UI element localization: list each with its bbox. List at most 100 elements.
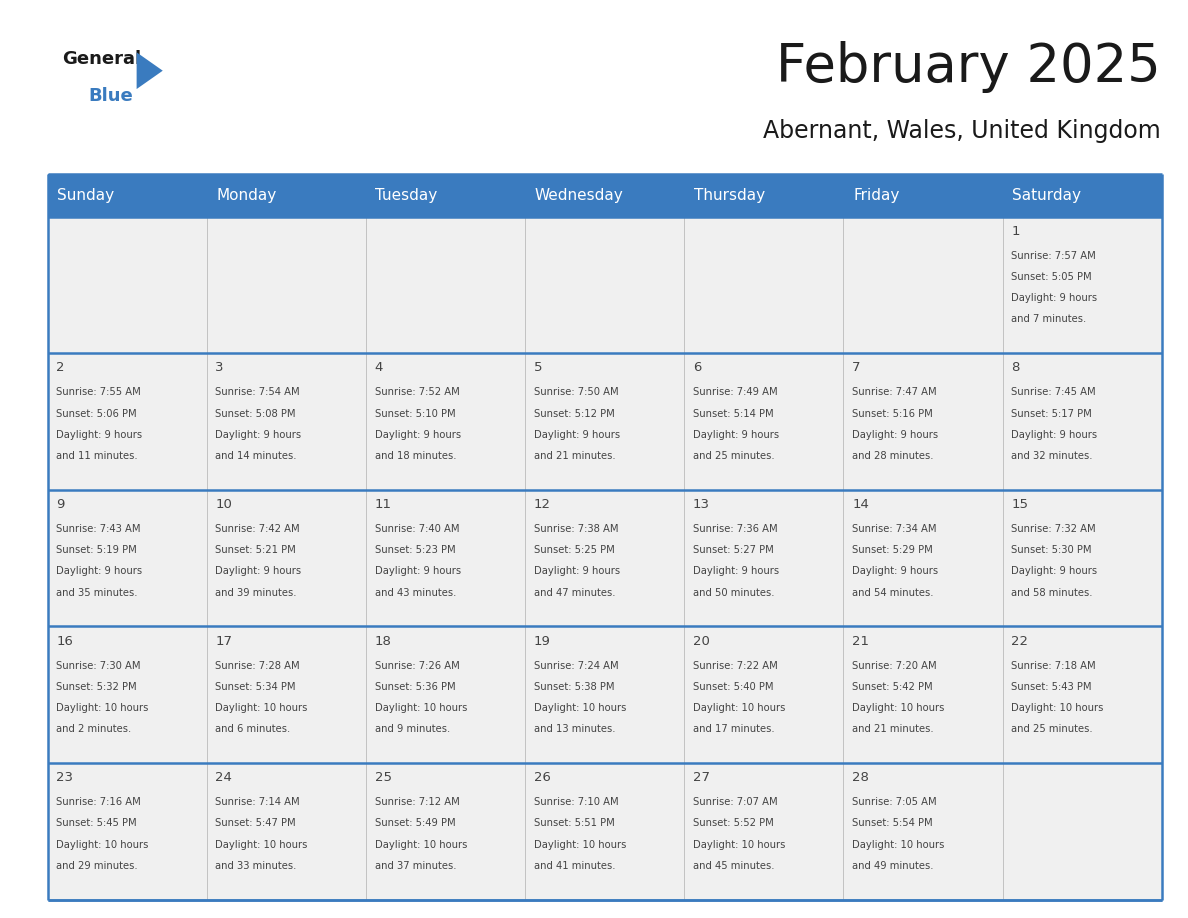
Bar [843, 763, 1003, 900]
Bar [843, 490, 1003, 626]
Text: and 41 minutes.: and 41 minutes. [533, 861, 615, 870]
Text: Sunset: 5:06 PM: Sunset: 5:06 PM [56, 409, 137, 419]
Bar [843, 174, 1003, 217]
Text: Sunset: 5:32 PM: Sunset: 5:32 PM [56, 682, 137, 692]
Text: Tuesday: Tuesday [375, 188, 437, 203]
Text: Daylight: 10 hours: Daylight: 10 hours [533, 703, 626, 713]
Text: and 25 minutes.: and 25 minutes. [693, 451, 775, 461]
Text: Sunset: 5:51 PM: Sunset: 5:51 PM [533, 818, 614, 828]
Text: Daylight: 9 hours: Daylight: 9 hours [374, 566, 461, 577]
Text: Sunrise: 7:20 AM: Sunrise: 7:20 AM [852, 661, 937, 670]
Bar [843, 217, 1003, 353]
Text: and 21 minutes.: and 21 minutes. [533, 451, 615, 461]
Text: and 11 minutes.: and 11 minutes. [56, 451, 138, 461]
Bar [684, 763, 843, 900]
Text: and 50 minutes.: and 50 minutes. [693, 588, 775, 598]
Text: Thursday: Thursday [694, 188, 765, 203]
Text: 11: 11 [374, 498, 392, 511]
Text: 14: 14 [852, 498, 870, 511]
Text: Daylight: 9 hours: Daylight: 9 hours [533, 566, 620, 577]
Text: Sunrise: 7:36 AM: Sunrise: 7:36 AM [693, 524, 778, 534]
Text: and 37 minutes.: and 37 minutes. [374, 861, 456, 870]
Text: Sunset: 5:38 PM: Sunset: 5:38 PM [533, 682, 614, 692]
Text: General: General [62, 50, 141, 69]
Text: 18: 18 [374, 634, 392, 647]
Text: Blue: Blue [88, 87, 133, 106]
Text: Daylight: 10 hours: Daylight: 10 hours [1011, 703, 1104, 713]
Bar [207, 490, 366, 626]
Bar [684, 490, 843, 626]
Bar [525, 353, 684, 490]
Text: and 14 minutes.: and 14 minutes. [215, 451, 297, 461]
Text: Daylight: 9 hours: Daylight: 9 hours [215, 430, 302, 440]
Text: Sunset: 5:08 PM: Sunset: 5:08 PM [215, 409, 296, 419]
Text: Sunset: 5:52 PM: Sunset: 5:52 PM [693, 818, 773, 828]
Text: Sunset: 5:14 PM: Sunset: 5:14 PM [693, 409, 773, 419]
Text: Sunset: 5:10 PM: Sunset: 5:10 PM [374, 409, 455, 419]
Text: Sunrise: 7:54 AM: Sunrise: 7:54 AM [215, 387, 301, 397]
Text: and 47 minutes.: and 47 minutes. [533, 588, 615, 598]
Bar [525, 763, 684, 900]
Bar [525, 626, 684, 763]
Text: Sunset: 5:17 PM: Sunset: 5:17 PM [1011, 409, 1092, 419]
Text: Sunrise: 7:14 AM: Sunrise: 7:14 AM [215, 797, 301, 807]
Text: and 18 minutes.: and 18 minutes. [374, 451, 456, 461]
Bar [843, 626, 1003, 763]
Text: and 32 minutes.: and 32 minutes. [1011, 451, 1093, 461]
Text: Daylight: 9 hours: Daylight: 9 hours [693, 430, 779, 440]
Text: Sunset: 5:27 PM: Sunset: 5:27 PM [693, 545, 773, 555]
Text: Sunrise: 7:52 AM: Sunrise: 7:52 AM [374, 387, 460, 397]
Bar [48, 763, 207, 900]
Text: Friday: Friday [853, 188, 899, 203]
Text: Wednesday: Wednesday [535, 188, 624, 203]
Text: and 7 minutes.: and 7 minutes. [1011, 314, 1087, 324]
Bar [48, 490, 207, 626]
Text: 23: 23 [56, 771, 74, 784]
Text: February 2025: February 2025 [776, 41, 1161, 94]
Text: Daylight: 10 hours: Daylight: 10 hours [533, 840, 626, 849]
Text: Sunrise: 7:32 AM: Sunrise: 7:32 AM [1011, 524, 1097, 534]
Text: Daylight: 10 hours: Daylight: 10 hours [374, 703, 467, 713]
Text: Sunrise: 7:28 AM: Sunrise: 7:28 AM [215, 661, 301, 670]
Text: 21: 21 [852, 634, 870, 647]
Text: Sunset: 5:49 PM: Sunset: 5:49 PM [374, 818, 455, 828]
Text: Sunrise: 7:55 AM: Sunrise: 7:55 AM [56, 387, 141, 397]
Bar [207, 763, 366, 900]
Text: Sunset: 5:43 PM: Sunset: 5:43 PM [1011, 682, 1092, 692]
Text: 12: 12 [533, 498, 551, 511]
Text: Sunrise: 7:47 AM: Sunrise: 7:47 AM [852, 387, 937, 397]
Text: and 58 minutes.: and 58 minutes. [1011, 588, 1093, 598]
Text: Sunrise: 7:50 AM: Sunrise: 7:50 AM [533, 387, 619, 397]
Text: 7: 7 [852, 362, 861, 375]
Bar [366, 353, 525, 490]
Text: Daylight: 9 hours: Daylight: 9 hours [56, 430, 143, 440]
Text: Sunset: 5:36 PM: Sunset: 5:36 PM [374, 682, 455, 692]
Text: 22: 22 [1011, 634, 1029, 647]
Bar [1003, 174, 1162, 217]
Text: Sunrise: 7:07 AM: Sunrise: 7:07 AM [693, 797, 778, 807]
Text: Daylight: 10 hours: Daylight: 10 hours [852, 703, 944, 713]
Text: Saturday: Saturday [1012, 188, 1081, 203]
Text: Sunset: 5:21 PM: Sunset: 5:21 PM [215, 545, 296, 555]
Text: and 2 minutes.: and 2 minutes. [56, 724, 132, 734]
Bar [207, 626, 366, 763]
Text: 27: 27 [693, 771, 710, 784]
Bar [366, 763, 525, 900]
Text: Daylight: 10 hours: Daylight: 10 hours [215, 703, 308, 713]
Text: Sunset: 5:05 PM: Sunset: 5:05 PM [1011, 272, 1092, 282]
Text: and 35 minutes.: and 35 minutes. [56, 588, 138, 598]
Bar [48, 353, 207, 490]
Text: Sunset: 5:29 PM: Sunset: 5:29 PM [852, 545, 933, 555]
Polygon shape [137, 52, 163, 89]
Text: Daylight: 9 hours: Daylight: 9 hours [374, 430, 461, 440]
Text: 20: 20 [693, 634, 710, 647]
Text: and 21 minutes.: and 21 minutes. [852, 724, 934, 734]
Text: Daylight: 9 hours: Daylight: 9 hours [1011, 566, 1098, 577]
Text: Sunday: Sunday [57, 188, 114, 203]
Text: 2: 2 [56, 362, 65, 375]
Text: Daylight: 9 hours: Daylight: 9 hours [852, 566, 939, 577]
Text: Sunrise: 7:45 AM: Sunrise: 7:45 AM [1011, 387, 1097, 397]
Text: Daylight: 9 hours: Daylight: 9 hours [56, 566, 143, 577]
Text: 17: 17 [215, 634, 233, 647]
Text: 25: 25 [374, 771, 392, 784]
